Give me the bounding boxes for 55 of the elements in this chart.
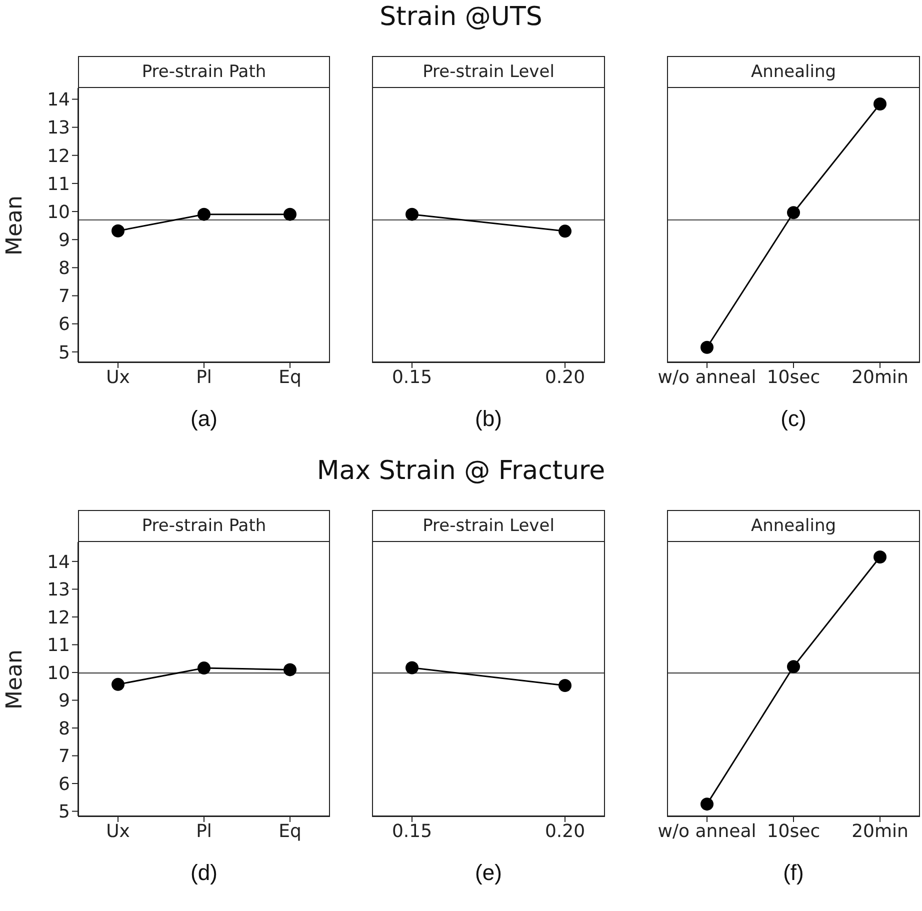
x-tick-label: 0.15 <box>392 366 432 388</box>
x-axis-title: (e) <box>474 860 503 886</box>
y-tick-label: 6 <box>58 314 70 336</box>
chart-title: Annealing <box>667 56 920 88</box>
point <box>112 678 124 691</box>
x-tick-label: Pl <box>196 366 212 388</box>
chart-title: Pre-strain Level <box>372 56 605 88</box>
chart-title: Pre-strain Level <box>372 510 605 542</box>
x-axis-title: (d) <box>190 860 218 886</box>
y-axis-title: Mean <box>2 195 28 255</box>
x-tick-label: 10sec <box>766 366 820 388</box>
y-tick-label: 10 <box>47 202 70 223</box>
x-axis-title: (a) <box>190 406 218 432</box>
x-axis-title: (b) <box>474 406 503 432</box>
x-tick-label: w/o anneal <box>658 366 756 388</box>
point <box>198 662 210 675</box>
y-tick-label: 6 <box>58 774 70 795</box>
chart-title: Annealing <box>667 510 920 542</box>
x-tick-label: Eq <box>278 820 302 842</box>
x-axis-title: (f) <box>782 860 805 886</box>
y-tick-label: 14 <box>47 552 70 573</box>
text: Strain @UTS <box>378 2 544 32</box>
y-tick-label: 7 <box>58 286 70 308</box>
y-tick-label: 11 <box>47 635 70 656</box>
y-tick-label: 8 <box>58 718 70 740</box>
y-tick-label: 5 <box>58 802 70 823</box>
x-tick-label: 20min <box>852 820 908 842</box>
y-tick-label: 13 <box>47 580 70 601</box>
x-tick-label: 10sec <box>766 820 820 842</box>
y-tick-label: 10 <box>47 662 70 684</box>
y-tick-label: 13 <box>47 118 70 139</box>
x-tick-label: 0.15 <box>392 820 432 842</box>
chart-title: Pre-strain Path <box>78 510 330 542</box>
y-tick-label: 9 <box>58 230 70 251</box>
point <box>284 663 296 676</box>
x-tick-label: w/o anneal <box>658 820 756 842</box>
y-tick-label: 12 <box>47 146 70 167</box>
x-tick-label: 0.20 <box>544 820 586 842</box>
y-tick-label: 9 <box>58 690 70 712</box>
x-tick-label: 0.20 <box>544 366 586 388</box>
chart-title: Pre-strain Path <box>78 56 330 88</box>
y-tick-label: 5 <box>58 342 70 364</box>
y-tick-label: 14 <box>47 90 70 111</box>
x-tick-label: 20min <box>852 366 908 388</box>
x-tick-label: Pl <box>196 820 212 842</box>
x-tick-label: Ux <box>106 820 130 842</box>
y-axis-title: Mean <box>2 649 28 709</box>
x-axis-title: (c) <box>780 406 808 432</box>
text: Max Strain @ Fracture <box>316 456 606 486</box>
y-tick-label: 12 <box>47 607 70 628</box>
y-tick-label: 11 <box>47 174 70 195</box>
y-tick-label: 7 <box>58 746 70 768</box>
x-tick-label: Ux <box>106 366 130 388</box>
y-tick-label: 8 <box>58 258 70 280</box>
x-tick-label: Eq <box>278 366 302 388</box>
